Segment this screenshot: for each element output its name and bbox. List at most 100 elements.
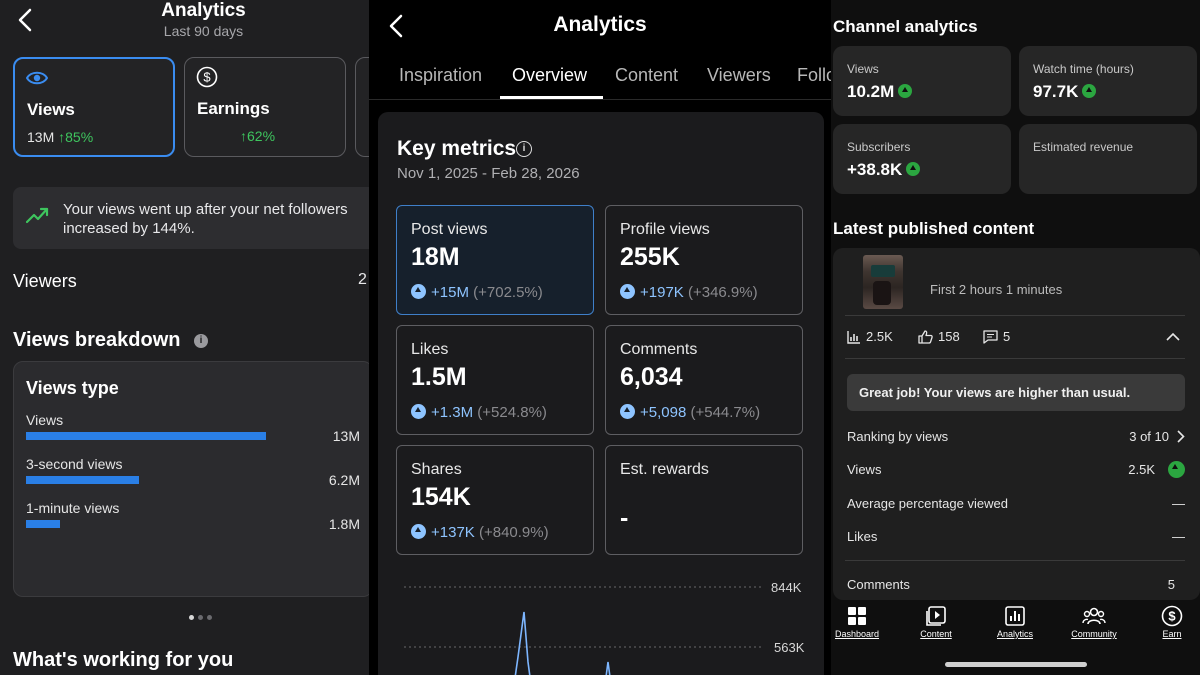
next-metric-card[interactable]	[355, 57, 369, 157]
tab-bar: Inspiration Overview Content Viewers Fol…	[369, 60, 831, 100]
row-name: 3-second views	[26, 456, 123, 472]
home-indicator	[945, 662, 1087, 667]
info-icon[interactable]: i	[516, 141, 532, 157]
row-bar	[26, 520, 60, 528]
nav-analytics[interactable]: Analytics	[985, 605, 1045, 639]
metric-change-pct: (+544.7%)	[690, 404, 761, 421]
row-ranking-by-views[interactable]: Ranking by views 3 of 10	[847, 429, 1185, 447]
stat-card-estimated-revenue[interactable]: Estimated revenue	[1019, 124, 1197, 194]
row-value: 6.2M	[328, 472, 360, 488]
metric-change-abs: +197K	[640, 284, 684, 301]
stat-card-watch-time[interactable]: Watch time (hours) 97.7K	[1019, 46, 1197, 116]
views-card[interactable]: Views 13M ↑85%	[13, 57, 175, 157]
metric-value: 18M	[411, 243, 460, 271]
stat-likes-value: 158	[938, 329, 960, 344]
stat-label: Watch time (hours)	[1033, 62, 1134, 76]
row-value: —	[1172, 496, 1185, 511]
trending-up-icon	[26, 207, 49, 224]
video-thumbnail[interactable]	[863, 255, 903, 309]
row-bar	[26, 476, 139, 484]
metric-value: 6,034	[620, 363, 683, 391]
views-series-line	[514, 611, 531, 675]
views-type-row: Views 13M	[26, 412, 360, 452]
back-arrow-icon[interactable]	[14, 6, 38, 34]
stat-comments: 5	[983, 329, 1010, 344]
bar-chart-icon	[847, 331, 860, 344]
tab-content[interactable]: Content	[615, 65, 679, 85]
tab-viewers[interactable]: Viewers	[707, 65, 771, 85]
earnings-card-change: ↑62%	[240, 128, 276, 144]
key-metrics-card: Key metrics i Nov 1, 2025 - Feb 28, 2026…	[378, 112, 824, 675]
insight-banner: Your views went up after your net follow…	[13, 187, 369, 249]
row-value: 3 of 10	[1129, 429, 1169, 444]
row-value: —	[1172, 529, 1185, 544]
views-card-value-line: 13M ↑85%	[27, 129, 93, 145]
page-subtitle: Last 90 days	[163, 23, 244, 39]
page-title: Analytics	[553, 13, 647, 36]
earnings-card-label: Earnings	[197, 99, 270, 118]
insight-text: Your views went up after your net follow…	[63, 201, 348, 237]
nav-label: Earn	[1162, 629, 1182, 639]
arrow-up-icon	[620, 284, 635, 299]
metric-card-post-views[interactable]: Post views 18M +15M (+702.5%)	[396, 205, 594, 315]
key-metrics-title: Key metrics	[397, 137, 517, 160]
content-play-icon	[926, 606, 946, 626]
back-arrow-icon[interactable]	[385, 12, 409, 40]
stat-label: Views	[847, 62, 879, 76]
metric-change-abs: +137K	[431, 524, 475, 541]
metric-card-shares[interactable]: Shares 154K +137K (+840.9%)	[396, 445, 594, 555]
row-name: Views	[26, 412, 64, 428]
metric-value: 255K	[620, 243, 680, 271]
metric-change: +1.3M (+524.8%)	[411, 404, 547, 421]
row-label: Likes	[847, 529, 878, 544]
row-label: Comments	[847, 577, 910, 592]
metric-change-pct: (+524.8%)	[477, 404, 547, 421]
dollar-icon: $	[1161, 605, 1183, 627]
stat-likes: 158	[918, 329, 960, 344]
viewers-label[interactable]: Viewers	[13, 271, 77, 291]
metric-change-pct: (+702.5%)	[473, 284, 543, 301]
stat-card-views[interactable]: Views 10.2M	[833, 46, 1011, 116]
row-value: 1.8M	[328, 516, 360, 532]
chevron-up-icon[interactable]	[1166, 332, 1180, 341]
nav-dashboard[interactable]: Dashboard	[831, 605, 887, 639]
tab-followers[interactable]: Follo	[797, 65, 831, 85]
date-range: Nov 1, 2025 - Feb 28, 2026	[397, 165, 580, 182]
first-time-label: First 2 hours 1 minutes	[930, 282, 1063, 297]
thumbs-up-icon	[918, 330, 933, 344]
views-card-value: 13M	[27, 129, 55, 145]
metric-label: Comments	[620, 341, 698, 358]
stat-card-subscribers[interactable]: Subscribers +38.8K	[833, 124, 1011, 194]
channel-analytics-title: Channel analytics	[833, 17, 978, 36]
stat-value-line: 10.2M	[847, 82, 913, 102]
dashboard-icon	[848, 607, 866, 625]
metric-label: Likes	[411, 341, 449, 358]
metric-card-comments[interactable]: Comments 6,034 +5,098 (+544.7%)	[605, 325, 803, 435]
active-tab-indicator	[500, 96, 603, 99]
views-type-card: Views type Views 13M 3-second views 6.2M…	[13, 361, 369, 597]
nav-community[interactable]: Community	[1064, 605, 1124, 639]
tab-inspiration[interactable]: Inspiration	[399, 65, 483, 85]
stat-label: Subscribers	[847, 140, 911, 154]
metric-card-est-rewards[interactable]: Est. rewards -	[605, 445, 803, 555]
earnings-card[interactable]: $ Earnings ↑62%	[184, 57, 346, 157]
nav-earn[interactable]: $ Earn	[1142, 605, 1200, 639]
row-views: Views 2.5K	[847, 461, 1185, 480]
performance-message: Great job! Your views are higher than us…	[847, 374, 1185, 411]
nav-content[interactable]: Content	[906, 605, 966, 639]
views-line-chart: 844K 563K	[404, 580, 805, 675]
row-average-percentage-viewed: Average percentage viewed —	[847, 496, 1185, 514]
nav-label: Content	[920, 629, 952, 639]
community-icon	[1082, 607, 1106, 625]
views-series-line-2	[605, 661, 611, 675]
info-icon[interactable]: i	[194, 334, 208, 348]
nav-label: Community	[1071, 629, 1117, 639]
latest-content-title: Latest published content	[833, 219, 1035, 238]
metric-label: Shares	[411, 461, 462, 478]
carousel-dots[interactable]	[189, 607, 216, 625]
metric-change: +5,098 (+544.7%)	[620, 404, 760, 421]
metric-value: 1.5M	[411, 363, 467, 391]
metric-card-likes[interactable]: Likes 1.5M +1.3M (+524.8%)	[396, 325, 594, 435]
metric-card-profile-views[interactable]: Profile views 255K +197K (+346.9%)	[605, 205, 803, 315]
tab-overview[interactable]: Overview	[512, 65, 588, 85]
